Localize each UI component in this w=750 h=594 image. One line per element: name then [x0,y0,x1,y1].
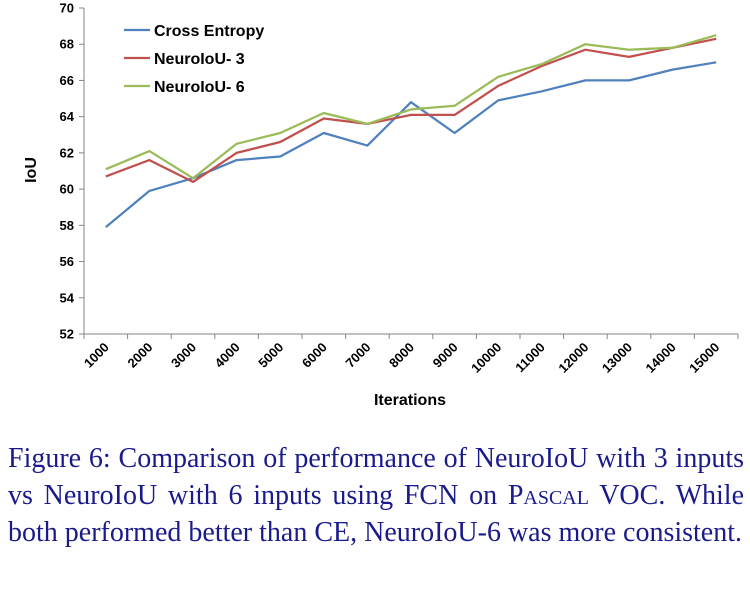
x-tick-label: 5000 [255,340,286,371]
caption-text-before: Comparison of performance of NeuroIoU wi… [8,443,744,511]
x-tick-label: 11000 [512,340,548,376]
legend-label-neuroiou-3: NeuroIoU- 3 [154,51,245,68]
x-tick-label: 12000 [555,340,591,376]
x-tick-label: 4000 [212,340,243,371]
y-tick-label: 64 [60,109,75,124]
series-line-neuroiou-6 [105,34,717,180]
x-tick-label: 1000 [81,340,112,371]
y-tick-label: 60 [60,182,74,197]
x-tick-label: 8000 [386,340,417,371]
line-chart: 52 54 56 58 60 62 64 66 68 70 1000 2000 3000 4000 500… [23,1,739,409]
y-tick-label: 58 [60,218,74,233]
x-tick-label: 3000 [168,340,199,371]
figure-caption: Figure 6: Comparison of performance of N… [8,440,744,551]
caption-text-after: VOC. While both performed better than CE… [8,480,744,548]
y-tick-label: 56 [60,254,74,269]
caption-label: Figure 6: [8,443,111,474]
x-axis-title: Iterations [374,392,446,409]
y-tick-label: 66 [60,73,74,88]
y-axis: 52 54 56 58 60 62 64 66 68 70 [60,1,85,342]
y-tick-label: 54 [60,290,75,305]
legend-label-neuroiou-6: NeuroIoU- 6 [154,79,245,96]
x-tick-label: 14000 [643,340,679,376]
y-axis-title: IoU [23,157,40,183]
legend-label-cross-entropy: Cross Entropy [154,23,264,40]
legend: Cross Entropy NeuroIoU- 3 NeuroIoU- 6 [124,23,264,96]
series-line-neuroiou-3 [105,37,717,184]
x-tick-label: 2000 [124,340,155,371]
y-tick-label: 68 [60,37,74,52]
x-axis: 1000 2000 3000 4000 5000 6000 7000 8000 9000 1000… [81,333,739,376]
x-tick-label: 15000 [686,340,722,376]
x-tick-label: 7000 [342,340,373,371]
x-tick-label: 9000 [430,340,461,371]
y-tick-label: 70 [60,1,74,16]
y-tick-label: 62 [60,145,74,160]
y-tick-label: 52 [60,327,74,342]
x-tick-label: 13000 [599,340,635,376]
x-tick-label: 10000 [468,340,504,376]
series-layer [105,34,717,228]
x-tick-label: 6000 [299,340,330,371]
caption-dataset-name: Pascal [507,480,589,511]
